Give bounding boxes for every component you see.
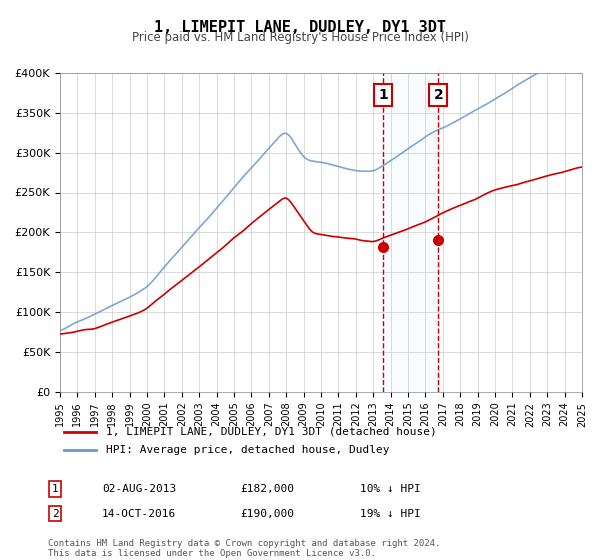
Text: Price paid vs. HM Land Registry's House Price Index (HPI): Price paid vs. HM Land Registry's House … xyxy=(131,31,469,44)
Text: 1: 1 xyxy=(52,484,59,494)
Text: 02-AUG-2013: 02-AUG-2013 xyxy=(102,484,176,494)
Text: 2: 2 xyxy=(52,508,59,519)
Text: 1: 1 xyxy=(379,88,388,102)
Text: HPI: Average price, detached house, Dudley: HPI: Average price, detached house, Dudl… xyxy=(106,445,389,455)
Text: 1, LIMEPIT LANE, DUDLEY, DY1 3DT: 1, LIMEPIT LANE, DUDLEY, DY1 3DT xyxy=(154,20,446,35)
Text: 2: 2 xyxy=(434,88,443,102)
Bar xyxy=(383,73,439,392)
Text: 10% ↓ HPI: 10% ↓ HPI xyxy=(360,484,421,494)
Text: Contains HM Land Registry data © Crown copyright and database right 2024.
This d: Contains HM Land Registry data © Crown c… xyxy=(48,539,440,558)
Text: 14-OCT-2016: 14-OCT-2016 xyxy=(102,508,176,519)
Text: £182,000: £182,000 xyxy=(240,484,294,494)
Text: 1, LIMEPIT LANE, DUDLEY, DY1 3DT (detached house): 1, LIMEPIT LANE, DUDLEY, DY1 3DT (detach… xyxy=(106,427,437,437)
Text: 19% ↓ HPI: 19% ↓ HPI xyxy=(360,508,421,519)
Text: £190,000: £190,000 xyxy=(240,508,294,519)
